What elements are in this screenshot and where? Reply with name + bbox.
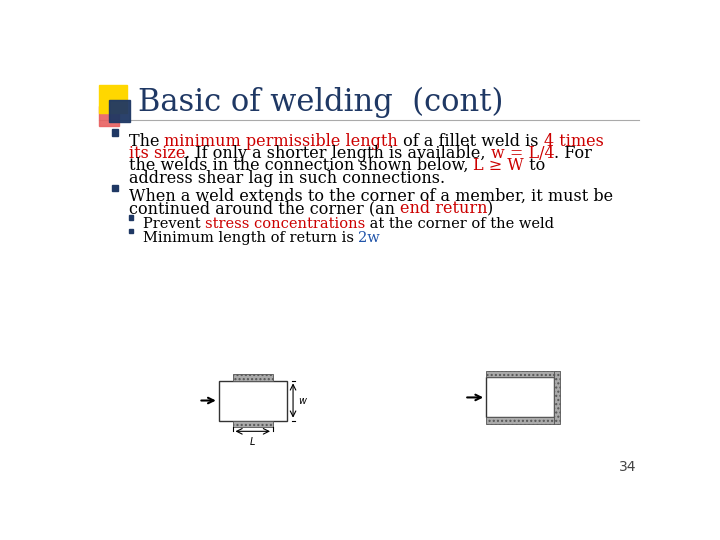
Text: 34: 34 [619,461,636,475]
Bar [486,417,554,423]
Bar [554,372,560,423]
Text: the welds in the connection shown below,: the welds in the connection shown below, [129,157,473,174]
Text: end return: end return [400,200,487,217]
Text: stress concentrations: stress concentrations [205,217,365,231]
Text: its size: its size [129,145,185,162]
Text: L ≥ W: L ≥ W [473,157,524,174]
Bar [99,85,127,112]
Text: address shear lag in such connections.: address shear lag in such connections. [129,170,445,186]
Text: L: L [250,437,256,447]
Bar [233,421,273,427]
Text: ): ) [487,200,494,217]
Bar [99,106,120,126]
Text: Basic of welding  (cont): Basic of welding (cont) [138,87,503,118]
Bar [109,100,130,122]
Bar [486,377,554,417]
Bar [129,229,133,233]
Bar [112,185,118,191]
Text: Prevent: Prevent [143,217,205,231]
Text: at the corner of the weld: at the corner of the weld [365,217,554,231]
Bar [129,215,133,220]
Text: The: The [129,132,164,150]
Bar [486,372,554,377]
Bar [219,381,287,421]
Text: w: w [297,395,306,406]
Text: continued around the corner (an: continued around the corner (an [129,200,400,217]
Text: When a weld extends to the corner of a member, it must be: When a weld extends to the corner of a m… [129,188,613,205]
Text: . For: . For [554,145,593,162]
Text: minimum permissible length: minimum permissible length [164,132,398,150]
Text: Minimum length of return is: Minimum length of return is [143,231,359,245]
Text: 4 times: 4 times [544,132,603,150]
Text: to: to [524,157,545,174]
Text: w = L/4: w = L/4 [491,145,554,162]
Text: . If only a shorter length is available,: . If only a shorter length is available, [185,145,491,162]
Bar [112,130,118,136]
Text: 2w: 2w [359,231,380,245]
Bar [233,374,273,381]
Text: of a fillet weld is: of a fillet weld is [398,132,544,150]
